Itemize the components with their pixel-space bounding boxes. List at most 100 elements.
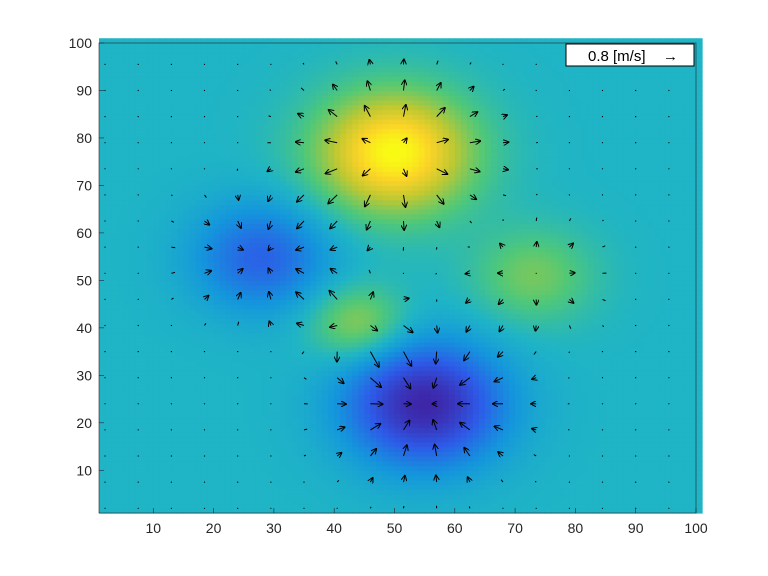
heatmap-cell: [388, 57, 396, 63]
heatmap-cell: [129, 294, 136, 300]
heatmap-cell: [141, 180, 148, 187]
heatmap-cell: [231, 285, 239, 291]
heatmap-cell: [99, 479, 106, 486]
heatmap-cell: [316, 403, 323, 410]
heatmap-cell: [231, 223, 239, 229]
heatmap-cell: [370, 57, 377, 63]
heatmap-cell: [177, 66, 185, 73]
heatmap-cell: [261, 90, 269, 96]
heatmap-cell: [123, 280, 130, 286]
heatmap-cell: [159, 470, 166, 476]
heatmap-cell: [298, 95, 305, 101]
heatmap-cell: [255, 318, 263, 324]
heatmap-cell: [225, 441, 233, 448]
heatmap-cell: [213, 361, 221, 367]
heatmap-cell: [147, 422, 154, 429]
heatmap-cell: [141, 498, 148, 505]
heatmap-cell: [123, 508, 130, 514]
heatmap-cell: [141, 370, 148, 376]
heatmap-cell: [117, 266, 124, 272]
heatmap-cell: [207, 261, 215, 267]
heatmap-cell: [111, 394, 118, 400]
heatmap-cell: [177, 261, 185, 267]
heatmap-cell: [346, 166, 353, 172]
heatmap-cell: [249, 161, 257, 168]
heatmap-cell: [111, 218, 118, 225]
heatmap-cell: [153, 152, 160, 158]
heatmap-cell: [195, 104, 203, 111]
heatmap-cell: [388, 133, 396, 139]
heatmap-cell: [183, 484, 191, 490]
heatmap-cell: [141, 76, 148, 82]
heatmap-cell: [298, 118, 305, 125]
heatmap-cell: [322, 43, 329, 49]
heatmap-cell: [316, 346, 323, 353]
heatmap-cell: [195, 251, 203, 258]
heatmap-cell: [171, 228, 178, 234]
heatmap-cell: [249, 323, 257, 329]
heatmap-cell: [153, 194, 160, 201]
heatmap-cell: [129, 479, 136, 486]
heatmap-cell: [159, 508, 166, 514]
heatmap-cell: [322, 351, 329, 357]
heatmap-cell: [219, 261, 227, 267]
heatmap-cell: [183, 304, 191, 310]
heatmap-cell: [316, 432, 323, 438]
heatmap-cell: [304, 308, 311, 315]
heatmap-cell: [334, 242, 341, 248]
heatmap-cell: [225, 289, 233, 296]
heatmap-cell: [382, 289, 390, 296]
heatmap-cell: [310, 413, 317, 419]
heatmap-cell: [147, 432, 154, 438]
heatmap-cell: [328, 313, 335, 319]
heatmap-cell: [316, 123, 323, 130]
heatmap-cell: [123, 175, 130, 182]
heatmap-cell: [135, 403, 142, 410]
heatmap-cell: [183, 403, 191, 410]
heatmap-cell: [207, 218, 215, 225]
heatmap-cell: [267, 489, 275, 495]
heatmap-cell: [328, 494, 335, 500]
heatmap-cell: [346, 256, 353, 262]
heatmap-cell: [316, 342, 323, 348]
heatmap-cell: [165, 365, 172, 372]
heatmap-cell: [340, 361, 347, 367]
heatmap-cell: [99, 175, 106, 182]
heatmap-cell: [358, 365, 365, 372]
heatmap-cell: [394, 61, 402, 68]
heatmap-cell: [153, 161, 160, 168]
heatmap-cell: [135, 104, 142, 111]
heatmap-cell: [183, 209, 191, 215]
heatmap-cell: [135, 494, 142, 500]
heatmap-cell: [123, 80, 130, 87]
heatmap-cell: [370, 223, 377, 229]
heatmap-cell: [285, 71, 293, 77]
heatmap-cell: [291, 213, 299, 220]
heatmap-cell: [370, 432, 377, 438]
heatmap-cell: [141, 161, 148, 168]
heatmap-cell: [99, 90, 106, 96]
heatmap-cell: [219, 109, 227, 115]
heatmap-cell: [177, 375, 185, 381]
heatmap-cell: [255, 432, 263, 438]
heatmap-cell: [171, 223, 178, 229]
heatmap-cell: [111, 180, 118, 187]
heatmap-cell: [207, 313, 215, 319]
heatmap-cell: [159, 289, 166, 296]
heatmap-cell: [105, 43, 112, 49]
heatmap-cell: [171, 494, 178, 500]
heatmap-cell: [370, 109, 377, 115]
heatmap-cell: [261, 256, 269, 262]
heatmap-cell: [328, 280, 335, 286]
heatmap-cell: [261, 375, 269, 381]
heatmap-cell: [153, 213, 160, 220]
heatmap-cell: [231, 294, 239, 300]
heatmap-cell: [207, 342, 215, 348]
heatmap-cell: [388, 209, 396, 215]
heatmap-cell: [364, 285, 371, 291]
heatmap-cell: [328, 384, 335, 391]
heatmap-cell: [382, 475, 390, 481]
heatmap-cell: [99, 413, 106, 419]
heatmap-cell: [225, 38, 233, 44]
heatmap-cell: [340, 470, 347, 476]
